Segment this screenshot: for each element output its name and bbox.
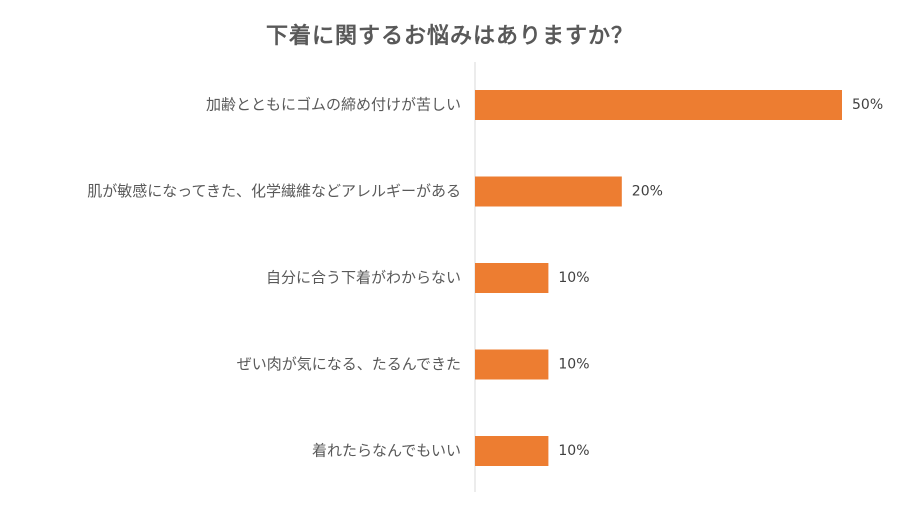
category-tick-label: 肌が敏感になってきた、化学繊維などアレルギーがある [87,182,461,200]
bar [475,90,842,120]
category-tick-label: 着れたらなんでもいい [312,442,461,460]
data-label: 10% [558,357,589,373]
bar [475,436,549,466]
category-tick-label: 加齢とともにゴムの締め付けが苦しい [206,96,461,114]
data-label: 20% [632,184,663,200]
category-tick-label: 自分に合う下着がわからない [266,269,461,287]
category-tick-label: ぜい肉が気になる、たるんできた [237,355,461,373]
chart-title: 下着に関するお悩みはありますか？ [265,24,634,49]
data-label: 10% [558,443,589,459]
data-label: 50% [852,97,883,113]
bar [475,176,622,207]
bar [475,263,549,293]
bar [475,349,549,380]
data-label: 10% [558,270,589,286]
